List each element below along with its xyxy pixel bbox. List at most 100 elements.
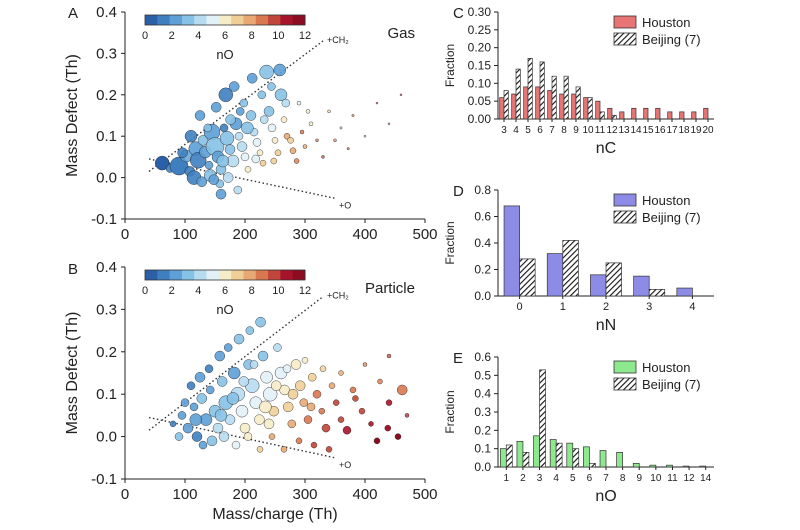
data-point — [243, 432, 253, 441]
legend-label: Houston — [642, 15, 690, 30]
x-tick-label: 6 — [537, 125, 543, 136]
data-point — [198, 440, 208, 450]
data-point — [290, 359, 302, 370]
x-tick-label: 12 — [606, 125, 618, 136]
data-point — [318, 407, 325, 415]
bar-panel-C: C 0.00 0.05 0.10 0.15 0.20 0.25 0.30 Fraction 3 4 5… — [443, 5, 714, 157]
data-point — [249, 360, 259, 369]
data-point — [274, 88, 288, 102]
x-tick-label: 100 — [172, 226, 197, 243]
colorbar-segment — [268, 15, 281, 25]
bar-houston — [679, 111, 685, 120]
bar-houston — [535, 86, 541, 120]
x-tick-label: 1 — [504, 473, 510, 484]
y-tick-label: 0.2 — [474, 423, 491, 437]
oxygen-guide-label: +O — [339, 200, 351, 210]
data-point — [375, 101, 379, 105]
bar-houston — [632, 462, 640, 468]
x-tick-label: 400 — [352, 486, 377, 503]
x-tick-label: 5 — [570, 473, 576, 484]
x-tick-label: 500 — [412, 226, 437, 243]
data-point — [327, 109, 331, 114]
bar-beijing — [519, 258, 536, 297]
data-point — [244, 166, 252, 173]
y-tick-label: 0.0 — [96, 170, 117, 187]
bar-beijing — [562, 240, 579, 297]
x-tick-label: 7 — [603, 473, 609, 484]
y-tick-label: 0.1 — [474, 442, 491, 456]
colorbar-segment — [292, 15, 306, 25]
data-point — [180, 398, 190, 407]
data-point — [191, 431, 203, 442]
x-tick-label: 20 — [702, 125, 714, 136]
data-point — [351, 114, 355, 117]
legend-label: Beijing (7) — [642, 32, 701, 47]
data-point — [384, 424, 391, 432]
data-point — [279, 384, 290, 396]
bar-houston — [699, 465, 707, 468]
y-tick-label: 0.6 — [474, 350, 491, 364]
data-point — [225, 114, 236, 125]
x-tick-label: 10 — [582, 125, 594, 136]
data-point — [219, 131, 235, 146]
colorbar-label: nO — [216, 302, 233, 317]
x-tick-label: 11 — [667, 473, 678, 484]
x-tick-label: 1 — [560, 301, 566, 313]
colorbar-tick-label: 2 — [169, 30, 175, 42]
data-point — [321, 155, 325, 159]
legend-swatch — [613, 210, 637, 224]
data-point — [387, 122, 391, 125]
bar-houston — [666, 464, 673, 468]
data-point — [338, 370, 344, 376]
colorbar-segment — [145, 270, 158, 280]
bar-beijing — [539, 61, 545, 120]
colorbar-segment — [181, 270, 195, 280]
data-point — [352, 395, 359, 402]
bar-houston — [655, 107, 661, 120]
legend-swatch — [613, 15, 637, 29]
x-axis-label: nO — [595, 488, 616, 505]
data-point — [268, 433, 276, 440]
colorbar-segment — [194, 15, 208, 25]
colorbar-segment — [157, 15, 171, 25]
x-tick-label: 0 — [121, 226, 129, 243]
colorbar-segment — [231, 15, 244, 25]
x-tick-label: 16 — [654, 125, 666, 136]
ch2-guide-label: +CH₂ — [327, 35, 349, 45]
data-point — [189, 413, 203, 426]
data-point — [368, 421, 374, 427]
data-point — [174, 432, 184, 441]
bar-beijing — [589, 462, 596, 468]
colorbar-segment — [206, 270, 220, 280]
y-tick-label: -0.1 — [91, 471, 117, 488]
data-point — [263, 387, 278, 402]
colorbar-segment — [280, 270, 294, 280]
y-tick-label: 0.10 — [468, 76, 492, 90]
bar-houston — [571, 93, 577, 120]
x-tick-label: 4 — [553, 473, 559, 484]
data-point — [256, 149, 264, 156]
y-axis-label: Fraction — [443, 44, 457, 87]
data-point — [189, 402, 199, 412]
data-point — [302, 144, 308, 149]
data-point — [303, 415, 313, 424]
data-point — [216, 376, 228, 387]
data-point — [206, 435, 218, 447]
data-point — [263, 106, 275, 117]
oxygen-guide-label: +O — [339, 460, 351, 470]
bar-panel-D: D 0.0 0.2 0.4 0.6 0.8 Fraction 0 1 2 3 4 nN Houston Be… — [443, 183, 714, 334]
panel-letter: B — [68, 261, 78, 278]
colorbar-segment — [194, 270, 208, 280]
data-point — [325, 446, 333, 453]
bar-houston — [616, 451, 623, 468]
y-tick-label: 0.4 — [474, 236, 491, 250]
colorbar-segment — [255, 15, 269, 25]
data-point — [233, 185, 243, 195]
x-tick-label: 9 — [636, 473, 642, 484]
y-tick-label: 0.0 — [474, 460, 491, 474]
data-point — [339, 126, 343, 130]
colorbar-frame — [144, 14, 306, 26]
colorbar-segment — [169, 15, 183, 25]
